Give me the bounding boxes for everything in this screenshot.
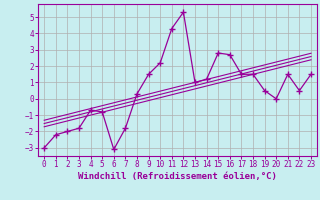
X-axis label: Windchill (Refroidissement éolien,°C): Windchill (Refroidissement éolien,°C) [78, 172, 277, 181]
